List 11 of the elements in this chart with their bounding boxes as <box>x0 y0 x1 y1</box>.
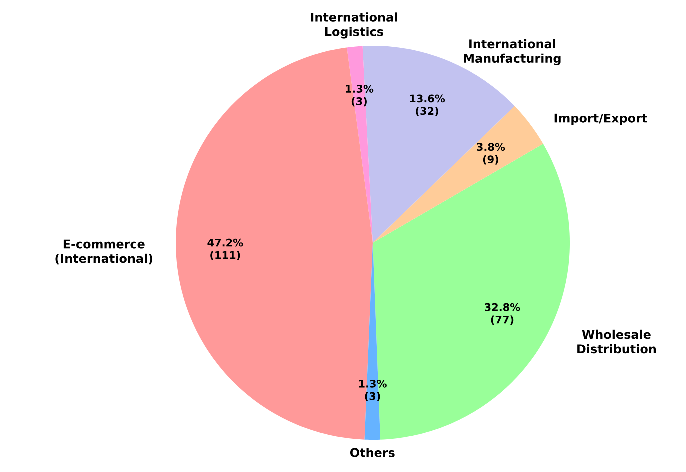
slice-label: E-commerce (International) <box>56 240 153 265</box>
data-label: 32.8% (77) <box>485 303 520 326</box>
data-label: 47.2% (111) <box>208 238 244 260</box>
slice-label: International Logistics <box>311 12 398 39</box>
slice-label: Import/Export <box>554 114 648 126</box>
slice-label: Wholesale Distribution <box>578 330 656 354</box>
slice-label: Others <box>350 448 395 458</box>
data-label: 13.6% (32) <box>410 94 446 116</box>
slice-label: International Manufacturing <box>464 39 561 66</box>
data-label: 3.8% (9) <box>477 143 506 165</box>
data-label: 1.3% (3) <box>346 85 374 107</box>
